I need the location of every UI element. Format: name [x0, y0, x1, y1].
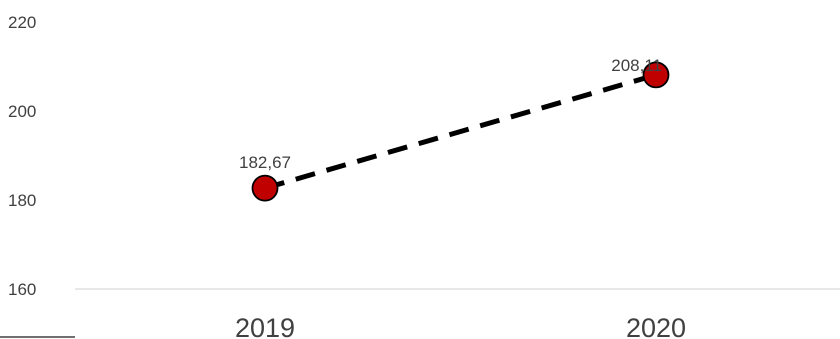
series-layer: 182,67 208,11: [239, 56, 670, 202]
data-label: 182,67: [239, 153, 291, 172]
y-tick-label: 220: [8, 13, 36, 32]
x-tick-label: 2019: [235, 313, 295, 339]
series-line: [264, 72, 657, 191]
data-point: [251, 174, 279, 202]
x-tick-label: 2020: [626, 313, 686, 339]
x-axis-tick-labels: 2019 2020: [235, 313, 686, 339]
data-label: 208,11: [611, 56, 662, 75]
y-axis-tick-labels: 160 180 200 220: [8, 13, 36, 299]
y-tick-label: 200: [8, 102, 36, 121]
y-tick-label: 180: [8, 191, 36, 210]
data-point: [642, 61, 670, 89]
y-tick-label: 160: [8, 280, 36, 299]
